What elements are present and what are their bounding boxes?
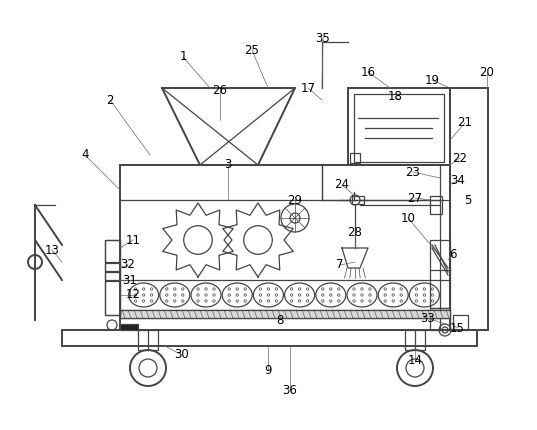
Text: 27: 27	[408, 191, 423, 205]
Text: 20: 20	[480, 65, 495, 79]
Text: 36: 36	[282, 384, 297, 396]
Text: 13: 13	[45, 243, 60, 257]
Text: 22: 22	[453, 151, 468, 165]
Text: 8: 8	[277, 313, 284, 326]
Bar	[450, 88, 488, 330]
Text: 30: 30	[175, 348, 190, 362]
Bar	[350, 153, 360, 163]
Text: 7: 7	[336, 258, 344, 271]
Text: 35: 35	[316, 31, 330, 44]
Text: 31: 31	[122, 273, 137, 286]
Bar	[354, 94, 444, 162]
Bar	[352, 196, 364, 204]
Bar	[105, 281, 120, 315]
Text: 6: 6	[449, 249, 457, 261]
Text: 28: 28	[347, 225, 362, 239]
Bar	[105, 240, 120, 315]
Text: 1: 1	[179, 50, 187, 64]
Text: 17: 17	[301, 82, 316, 95]
Text: 23: 23	[405, 166, 420, 178]
Text: 32: 32	[121, 258, 135, 271]
Text: 18: 18	[388, 90, 402, 104]
Bar	[430, 196, 442, 214]
Bar	[120, 324, 138, 330]
Bar	[120, 165, 450, 330]
Text: 15: 15	[449, 322, 465, 335]
Text: 33: 33	[420, 311, 436, 325]
Text: 29: 29	[287, 194, 302, 206]
Text: 25: 25	[244, 43, 259, 56]
Text: 26: 26	[213, 83, 228, 96]
Bar	[430, 240, 450, 308]
Text: 11: 11	[126, 233, 141, 246]
Bar	[105, 240, 120, 262]
Bar	[120, 310, 450, 318]
Text: 3: 3	[224, 159, 231, 172]
Bar	[430, 308, 450, 330]
Text: 2: 2	[106, 93, 114, 107]
Text: 21: 21	[458, 117, 473, 129]
Text: 14: 14	[408, 353, 423, 366]
Bar	[62, 330, 477, 346]
Text: 9: 9	[264, 363, 272, 377]
Bar	[105, 272, 120, 280]
Bar	[138, 330, 158, 350]
Text: 34: 34	[451, 173, 466, 187]
Bar	[453, 315, 468, 330]
Text: 4: 4	[81, 148, 89, 162]
Text: 5: 5	[465, 194, 471, 206]
Bar	[348, 88, 450, 165]
Bar	[405, 330, 425, 350]
Text: 12: 12	[126, 289, 141, 301]
Bar	[105, 263, 120, 271]
Text: 24: 24	[335, 178, 350, 191]
Text: 19: 19	[425, 74, 439, 86]
Text: 10: 10	[401, 212, 416, 224]
Text: 16: 16	[360, 65, 375, 79]
